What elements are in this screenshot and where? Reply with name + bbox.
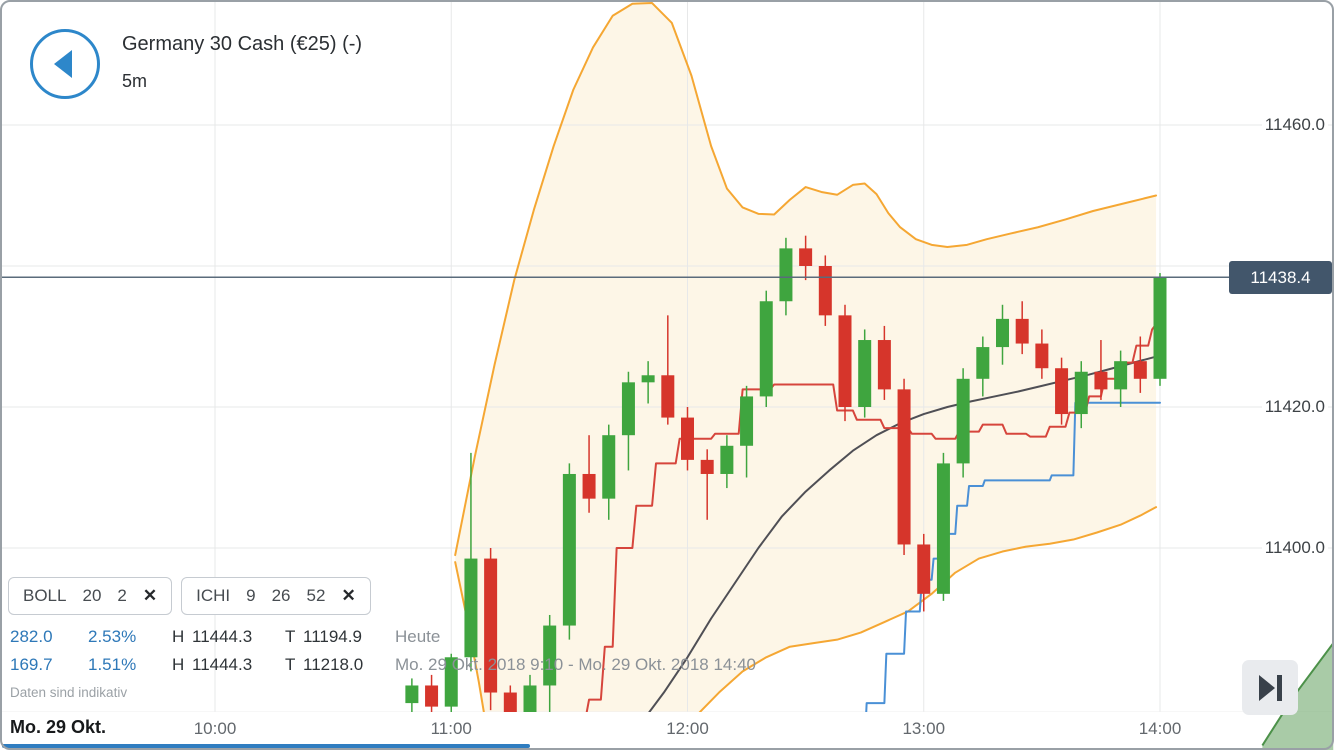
- arrow-left-icon: [54, 50, 72, 78]
- candle-body: [877, 340, 891, 390]
- candle-body: [700, 459, 714, 474]
- indicator-param: 52: [306, 586, 326, 605]
- indicator-chip-boll[interactable]: BOLL 20 2 ✕: [8, 577, 173, 615]
- candle-body: [543, 625, 557, 686]
- indicator-param: 26: [271, 586, 291, 605]
- stats-row-visible: 169.7 1.51% H 11444.3 T 11218.0 Mo. 29 O…: [10, 651, 756, 679]
- candle-body: [661, 375, 675, 418]
- x-axis-date-label: Mo. 29 Okt.: [10, 717, 107, 737]
- candle-body: [641, 375, 655, 383]
- stats-row-day: 282.0 2.53% H 11444.3 T 11194.9 Heute: [10, 623, 756, 651]
- candle-body: [818, 266, 832, 316]
- candle-body: [464, 558, 478, 658]
- series-sma: [648, 354, 1161, 712]
- go-to-latest-button[interactable]: [1242, 660, 1298, 715]
- candle-body: [936, 463, 950, 594]
- candle-body: [897, 389, 911, 545]
- candle-body: [740, 396, 754, 446]
- candle-body: [720, 445, 734, 474]
- candlestick-series: [405, 235, 1167, 712]
- indicator-param: 2: [117, 586, 127, 605]
- low-value: 11194.9: [303, 627, 362, 646]
- indicator-name: BOLL: [23, 586, 67, 605]
- stats-panel: 282.0 2.53% H 11444.3 T 11194.9 Heute 16…: [10, 623, 756, 700]
- candle-body: [1035, 343, 1049, 369]
- remove-indicator-icon[interactable]: ✕: [142, 586, 158, 605]
- candle-body: [1074, 371, 1088, 415]
- candle-body: [838, 315, 852, 407]
- candle-body: [956, 378, 970, 464]
- x-axis-label: 10:00: [193, 719, 237, 738]
- indicator-param: 9: [246, 586, 256, 605]
- period-label: Mo. 29 Okt. 2018 9:10 - Mo. 29 Okt. 2018…: [395, 655, 756, 674]
- candle-body: [444, 657, 458, 707]
- high-value: 11444.3: [192, 627, 253, 646]
- series-bollinger-lower: [454, 506, 1158, 712]
- remove-indicator-icon[interactable]: ✕: [341, 586, 356, 605]
- bollinger-band-fill: [455, 3, 1157, 712]
- series-bollinger-upper: [454, 2, 1158, 557]
- change-value: 282.0: [10, 627, 53, 646]
- high-label: H: [172, 627, 185, 646]
- low-value: 11218.0: [303, 655, 364, 674]
- indicator-chips: BOLL 20 2 ✕ ICHI 9 26 52 ✕: [8, 577, 371, 615]
- x-axis-label: 13:00: [902, 719, 946, 738]
- x-axis-label: 11:00: [430, 719, 472, 738]
- candle-body: [858, 340, 872, 407]
- high-label: H: [172, 655, 185, 674]
- candle-body: [582, 473, 596, 499]
- low-label: T: [285, 655, 296, 674]
- candle-body: [681, 417, 694, 460]
- indicator-chip-ichi[interactable]: ICHI 9 26 52 ✕: [181, 577, 371, 615]
- candle-body: [621, 382, 635, 436]
- candle-body: [1133, 361, 1147, 379]
- candle-body: [523, 685, 537, 712]
- high-value: 11444.3: [192, 655, 253, 674]
- current-price-badge: 11438.4: [1229, 261, 1332, 294]
- candle-body: [484, 558, 498, 693]
- candle-body: [1114, 361, 1128, 390]
- candle-body: [779, 248, 793, 302]
- indicator-param: 20: [82, 586, 102, 605]
- indicator-name: ICHI: [196, 586, 231, 605]
- x-axis-label: 12:00: [666, 719, 709, 738]
- disclaimer: Daten sind indikativ: [10, 685, 128, 700]
- candle-body: [1153, 277, 1167, 379]
- candle-body: [799, 248, 813, 266]
- candle-body: [759, 301, 773, 397]
- change-value: 169.7: [10, 655, 53, 674]
- candle-body: [1094, 371, 1108, 390]
- candle-body: [405, 685, 419, 704]
- candle-body: [996, 318, 1009, 348]
- candle-body: [917, 544, 931, 594]
- candle-body: [602, 435, 616, 499]
- y-axis-label: 11460.0: [1261, 115, 1328, 135]
- period-label: Heute: [395, 627, 441, 646]
- back-button[interactable]: [30, 29, 100, 99]
- low-label: T: [285, 627, 296, 646]
- candle-body: [562, 473, 576, 626]
- y-axis-label: 11420.0: [1261, 397, 1328, 417]
- candle-body: [503, 692, 517, 712]
- candle-body: [425, 685, 439, 707]
- change-percent: 2.53%: [88, 627, 137, 646]
- candle-body: [1015, 318, 1029, 344]
- candle-body: [1055, 368, 1069, 415]
- y-axis-label: 11400.0: [1261, 538, 1328, 558]
- skip-to-end-icon: [1259, 674, 1282, 701]
- instrument-title: Germany 30 Cash (€25) (-): [122, 33, 363, 55]
- x-axis-label: 14:00: [1138, 719, 1182, 738]
- timeframe-selector[interactable]: 5m: [122, 71, 148, 91]
- change-percent: 1.51%: [88, 655, 137, 674]
- chart-scrollbar[interactable]: [2, 744, 530, 748]
- candle-body: [976, 347, 990, 379]
